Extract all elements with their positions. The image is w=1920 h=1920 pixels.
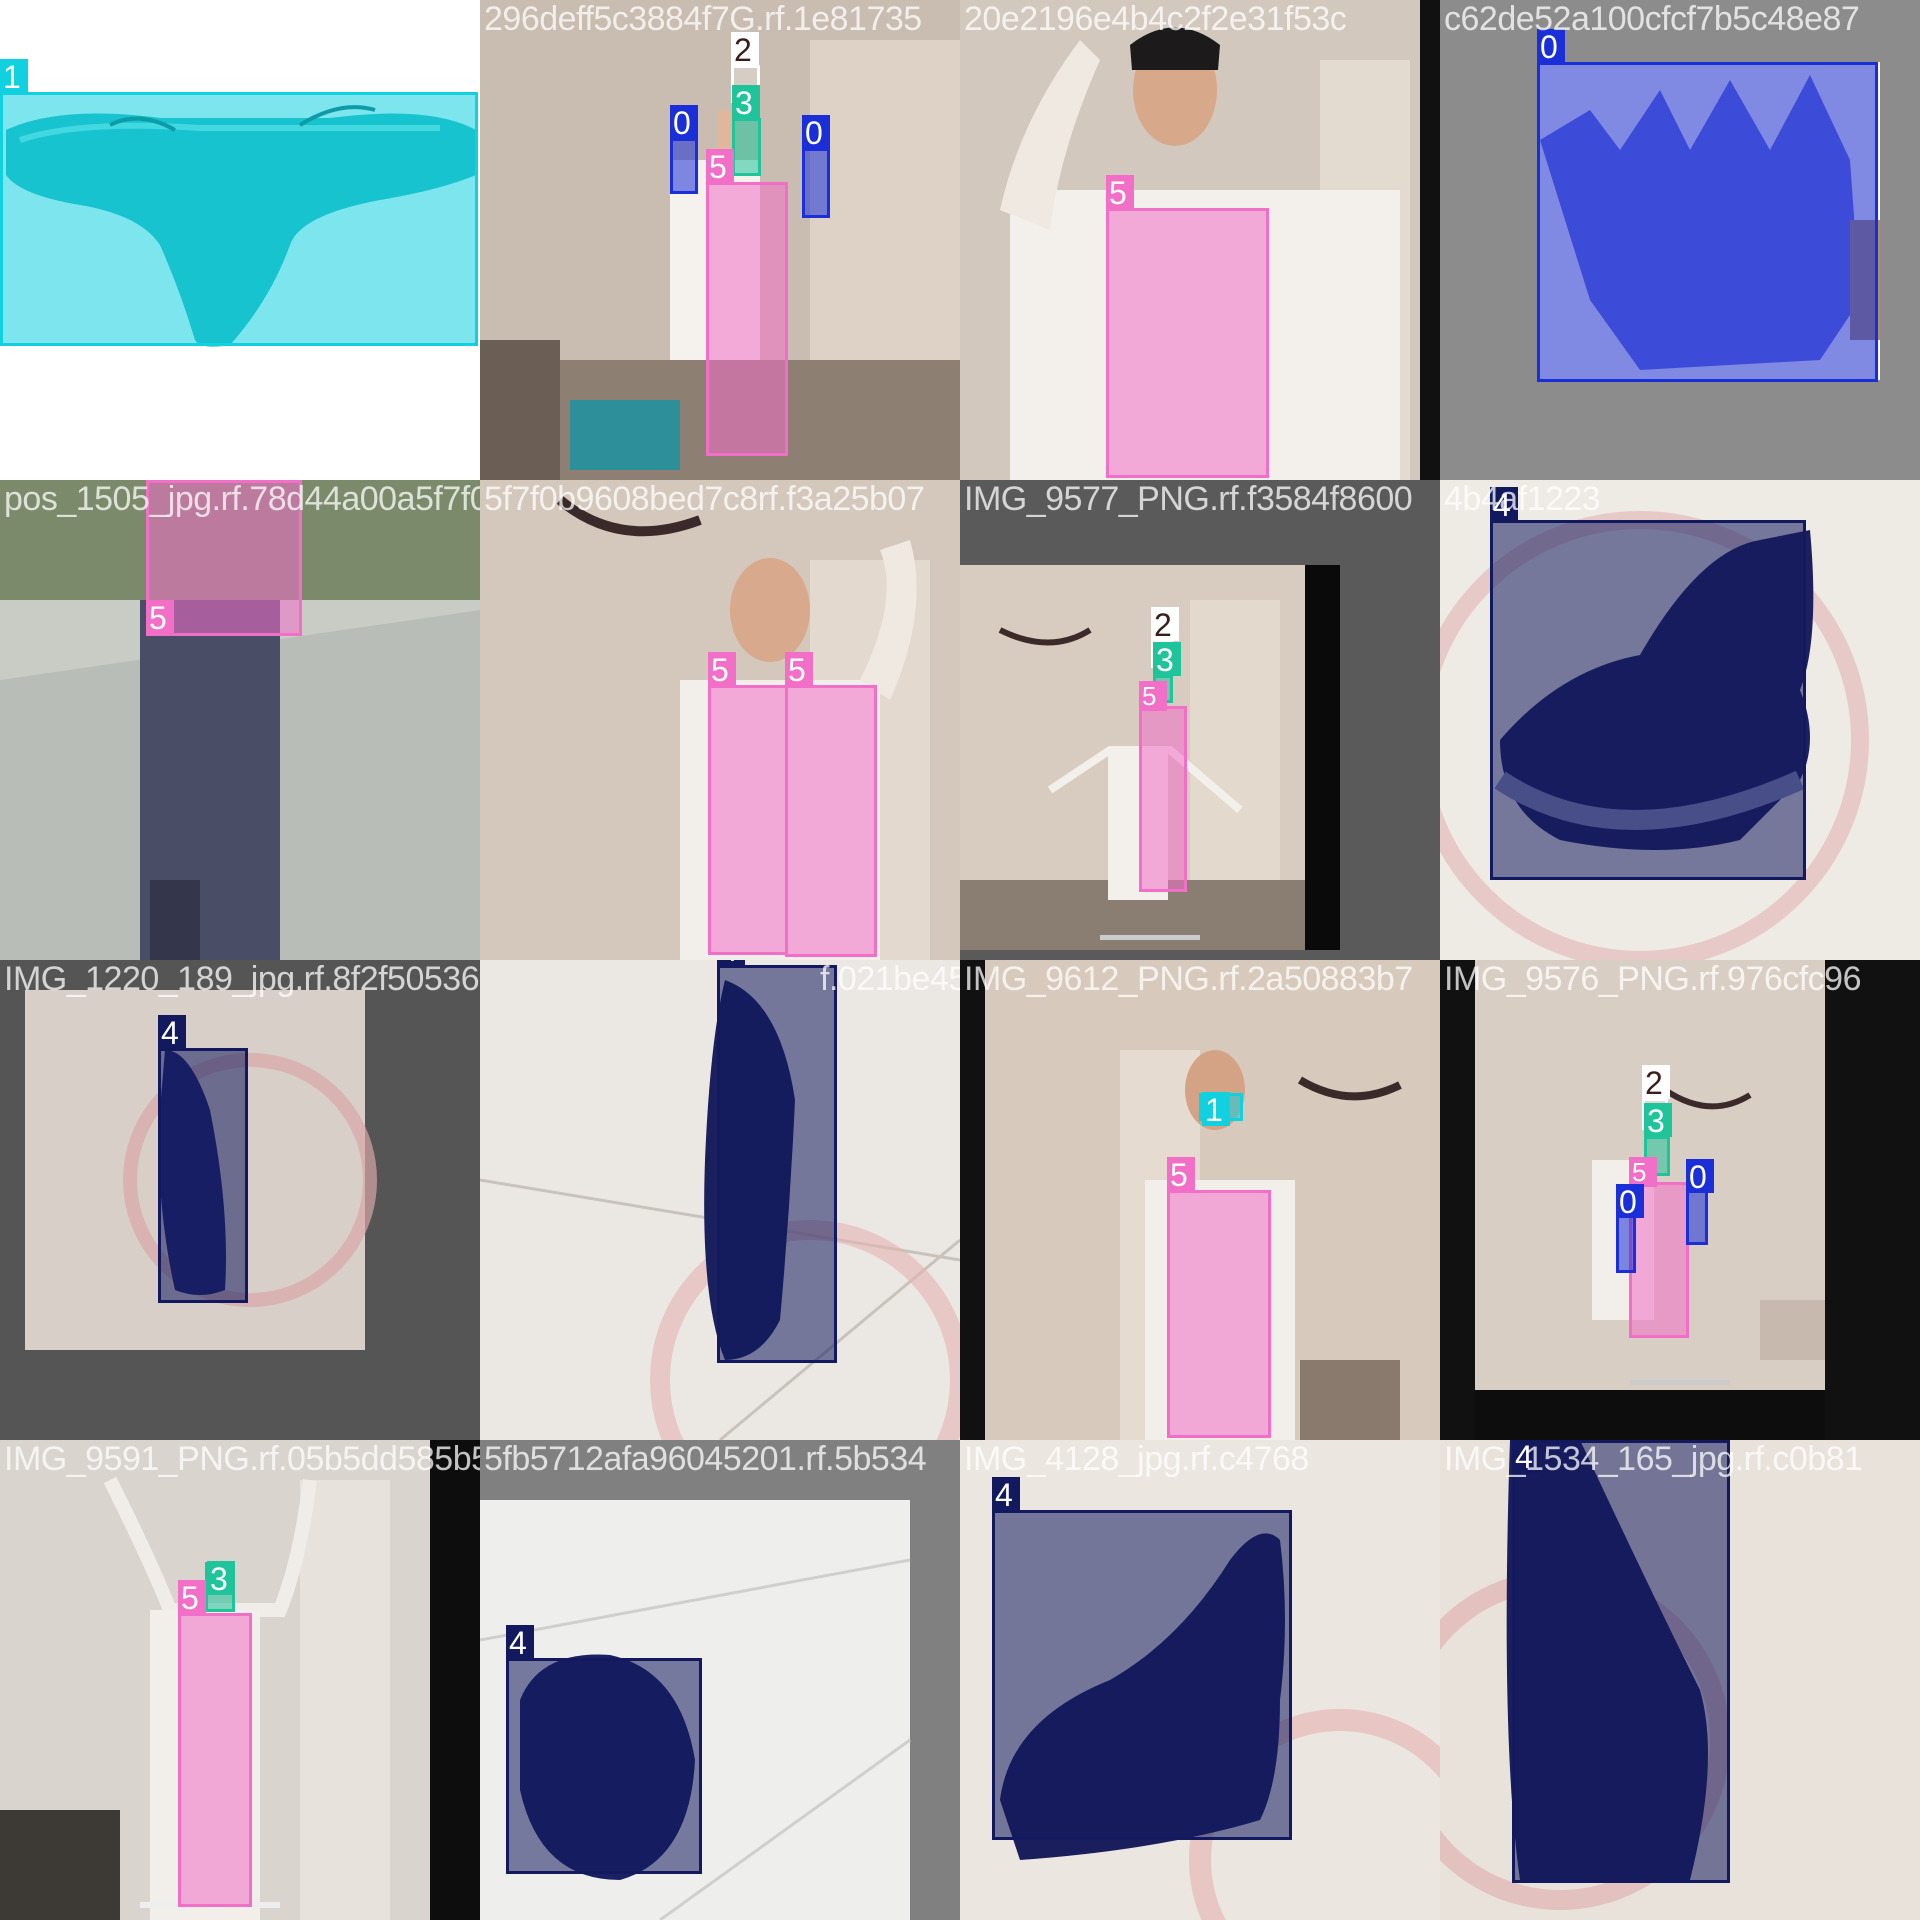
detection-box: 5 bbox=[706, 149, 788, 456]
detection-box: 0 bbox=[1616, 1184, 1644, 1273]
detection-box: 4 bbox=[717, 960, 837, 1363]
detection-box: 4 bbox=[506, 1625, 702, 1874]
detection-label: 0 bbox=[802, 115, 830, 151]
detection-mask bbox=[1619, 1218, 1633, 1270]
tile-6: 5 5 5f7f0b9608bed7c8rf.f3a25b07 bbox=[480, 480, 960, 960]
detection-label: 5 bbox=[708, 652, 736, 688]
detection-box: 4 bbox=[1512, 1440, 1730, 1883]
detection-box: 5 bbox=[708, 652, 788, 955]
tile-10: 4 f.021be45 bbox=[480, 960, 960, 1440]
tile-13: 3 5 IMG_9591_PNG.rf.05b5dd585b5712 bbox=[0, 1440, 480, 1920]
detection-label: 5 bbox=[1106, 175, 1134, 211]
tile-16: 4 IMG_1534_165_jpg.rf.c0b81 bbox=[1440, 1440, 1920, 1920]
detection-label: 5 bbox=[146, 600, 174, 636]
tile-4: 0 c62de52a100cfcf7b5c48e87 bbox=[1440, 0, 1920, 480]
detection-label: 0 bbox=[1537, 29, 1565, 65]
tile-15: 4 IMG_4128_jpg.rf.c4768 bbox=[960, 1440, 1440, 1920]
detection-box: 0 bbox=[1537, 29, 1878, 382]
tile-7-image bbox=[960, 480, 1440, 960]
tile-2: 2 3 0 0 5 296deff5c3884f7G.rf.1e81735 bbox=[480, 0, 960, 480]
detection-label: 0 bbox=[670, 105, 698, 141]
detection-label: 5 bbox=[785, 652, 813, 688]
detection-mask bbox=[1493, 523, 1803, 877]
tile-8: 4 4b4af1223 bbox=[1440, 480, 1920, 960]
detection-box: 4 bbox=[1490, 487, 1806, 880]
detection-label: 3 bbox=[1153, 642, 1181, 678]
detection-mask bbox=[720, 968, 834, 1360]
detection-mask bbox=[181, 1616, 249, 1904]
tile-14: 4 5fb5712afa96045201.rf.5b534 bbox=[480, 1440, 960, 1920]
detection-box: 1 bbox=[1199, 1092, 1243, 1128]
detection-label: 4 bbox=[1490, 487, 1518, 523]
detection-label: 0 bbox=[1686, 1159, 1714, 1195]
detection-box: 5 bbox=[146, 480, 302, 636]
detection-mask bbox=[735, 121, 758, 173]
detection-label: 4 bbox=[158, 1015, 186, 1051]
detection-box: 5 bbox=[1106, 175, 1269, 478]
tile-9: 4 IMG_1220_189_jpg.rf.8f2f50536d02780621… bbox=[0, 960, 480, 1440]
detection-mask bbox=[709, 185, 785, 453]
detection-mask bbox=[1109, 211, 1266, 475]
detection-label: 2 bbox=[1642, 1065, 1670, 1101]
detection-mask bbox=[995, 1513, 1289, 1837]
detection-label: 5 bbox=[1167, 1157, 1195, 1193]
tile-1: 1 Gafas-05_jpg.rf.c499765906 bbox=[0, 0, 480, 480]
detection-box: 3 bbox=[732, 85, 761, 176]
detection-box: 0 bbox=[1686, 1159, 1714, 1245]
detection-label: 3 bbox=[732, 85, 760, 121]
detection-mask bbox=[161, 1051, 245, 1300]
detection-mask bbox=[1515, 1443, 1727, 1880]
detection-mask bbox=[1142, 709, 1184, 889]
detection-box: 5 bbox=[785, 652, 877, 957]
detection-label: 5 bbox=[178, 1580, 206, 1616]
detection-box: 4 bbox=[158, 1015, 248, 1303]
detection-box: 0 bbox=[670, 105, 698, 194]
tile-3: 5 20e2196e4b4c2f2e31f53c bbox=[960, 0, 1440, 480]
detection-box: 5 bbox=[178, 1580, 252, 1907]
detection-mask bbox=[149, 483, 299, 633]
detection-box: 5 bbox=[1167, 1157, 1271, 1438]
tile-5-image bbox=[0, 480, 480, 960]
detection-label: 4 bbox=[1512, 1440, 1540, 1475]
tile-5: 5 pos_1505_jpg.rf.78d44a00a5f7f0b9608bed… bbox=[0, 480, 480, 960]
detection-label: 5 bbox=[706, 149, 734, 185]
tile-11: 1 5 IMG_9612_PNG.rf.2a50883b7 bbox=[960, 960, 1440, 1440]
detection-label: 2 bbox=[731, 32, 759, 68]
detection-box: 3 bbox=[1644, 1103, 1672, 1176]
detection-mask bbox=[805, 151, 827, 215]
detection-mask bbox=[1689, 1193, 1705, 1242]
detection-label: 5 bbox=[1139, 681, 1167, 711]
detection-label: 3 bbox=[1644, 1103, 1672, 1139]
detection-label: 5 bbox=[1629, 1157, 1657, 1187]
detection-mask bbox=[788, 688, 874, 954]
detection-label: 4 bbox=[506, 1625, 534, 1661]
tile-12: 2 3 5 0 0 IMG_9576_PNG.rf.976cfc96 bbox=[1440, 960, 1920, 1440]
detection-mask bbox=[3, 95, 475, 343]
detection-label: 2 bbox=[1151, 607, 1179, 643]
detection-label: 4 bbox=[992, 1477, 1020, 1513]
detection-label: 4 bbox=[717, 960, 745, 968]
detection-label: 0 bbox=[1616, 1184, 1644, 1220]
tile-7: 2 3 5 IMG_9577_PNG.rf.f3584f8600 bbox=[960, 480, 1440, 960]
detection-label: 3 bbox=[207, 1561, 235, 1597]
detection-label: 1 bbox=[0, 59, 28, 95]
detection-box: 5 bbox=[1139, 681, 1187, 892]
detection-label: 1 bbox=[1202, 1092, 1230, 1128]
detection-mask bbox=[673, 141, 695, 191]
detection-mask bbox=[509, 1661, 699, 1871]
detection-mask bbox=[1540, 65, 1875, 379]
detection-mask bbox=[1170, 1193, 1268, 1435]
detection-mask bbox=[711, 688, 785, 952]
detection-box: 0 bbox=[802, 115, 830, 218]
detection-box: 1 bbox=[0, 59, 478, 346]
detection-box: 4 bbox=[992, 1477, 1292, 1840]
detection-box: 3 bbox=[205, 1561, 235, 1612]
